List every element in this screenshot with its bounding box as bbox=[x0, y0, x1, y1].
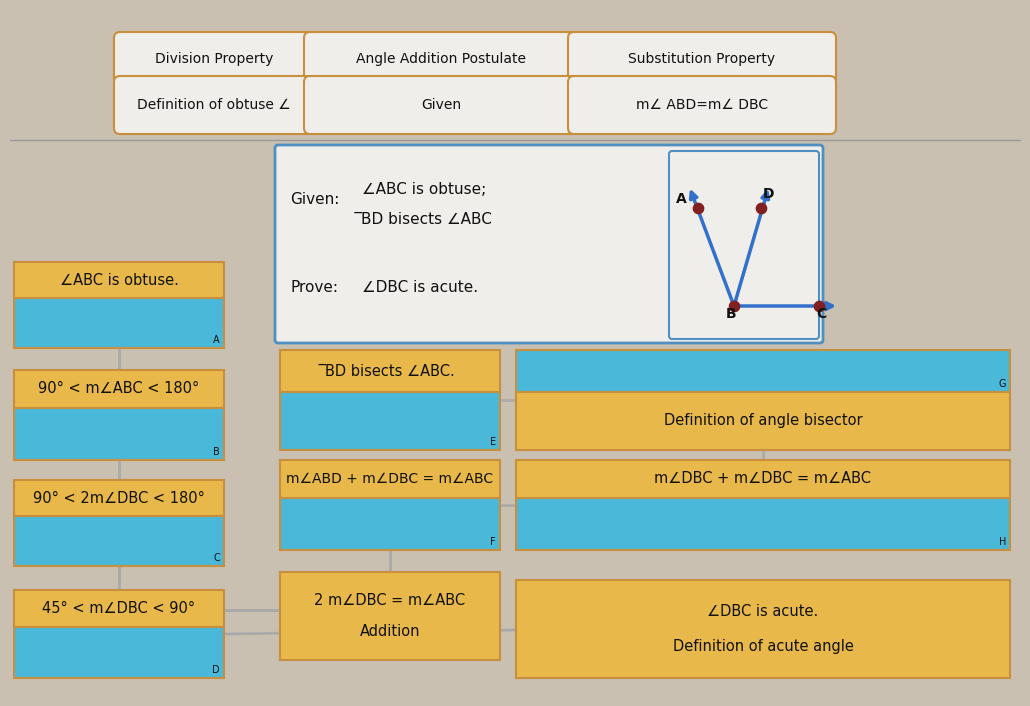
FancyBboxPatch shape bbox=[516, 498, 1010, 550]
Text: Angle Addition Postulate: Angle Addition Postulate bbox=[356, 52, 526, 66]
Text: Definition of obtuse ∠: Definition of obtuse ∠ bbox=[137, 98, 290, 112]
Text: Definition of acute angle: Definition of acute angle bbox=[673, 639, 854, 654]
Text: A: A bbox=[213, 335, 220, 345]
FancyBboxPatch shape bbox=[114, 76, 314, 134]
Text: Given:: Given: bbox=[290, 193, 339, 208]
FancyBboxPatch shape bbox=[304, 76, 578, 134]
Point bbox=[753, 203, 769, 214]
FancyBboxPatch shape bbox=[516, 350, 1010, 392]
FancyBboxPatch shape bbox=[516, 460, 1010, 498]
Text: 45° < m∠DBC < 90°: 45° < m∠DBC < 90° bbox=[42, 601, 196, 616]
FancyBboxPatch shape bbox=[516, 580, 1010, 678]
Point bbox=[690, 203, 707, 214]
Text: C: C bbox=[213, 553, 220, 563]
Text: Given: Given bbox=[421, 98, 461, 112]
FancyBboxPatch shape bbox=[14, 408, 224, 460]
Text: 90° < 2m∠DBC < 180°: 90° < 2m∠DBC < 180° bbox=[33, 491, 205, 505]
FancyBboxPatch shape bbox=[114, 32, 314, 86]
Text: ̅BD bisects ∠ABC: ̅BD bisects ∠ABC bbox=[362, 213, 493, 227]
Text: Prove:: Prove: bbox=[290, 280, 338, 296]
Point bbox=[726, 300, 743, 311]
FancyBboxPatch shape bbox=[280, 392, 500, 450]
FancyBboxPatch shape bbox=[280, 572, 500, 660]
FancyBboxPatch shape bbox=[516, 392, 1010, 450]
FancyBboxPatch shape bbox=[568, 32, 836, 86]
FancyBboxPatch shape bbox=[14, 516, 224, 566]
Text: ∠DBC is acute.: ∠DBC is acute. bbox=[362, 280, 478, 296]
Text: B: B bbox=[213, 447, 220, 457]
FancyBboxPatch shape bbox=[280, 498, 500, 550]
Text: ∠ABC is obtuse.: ∠ABC is obtuse. bbox=[60, 273, 178, 287]
Text: Definition of angle bisector: Definition of angle bisector bbox=[663, 414, 862, 429]
Text: G: G bbox=[998, 379, 1006, 389]
Text: D: D bbox=[212, 665, 220, 675]
FancyBboxPatch shape bbox=[14, 262, 224, 298]
Text: H: H bbox=[999, 537, 1006, 547]
FancyBboxPatch shape bbox=[14, 627, 224, 678]
Point bbox=[811, 300, 827, 311]
Text: A: A bbox=[676, 192, 687, 206]
Text: Substitution Property: Substitution Property bbox=[628, 52, 776, 66]
Text: Addition: Addition bbox=[359, 624, 420, 640]
FancyBboxPatch shape bbox=[14, 480, 224, 516]
FancyBboxPatch shape bbox=[14, 298, 224, 348]
Text: D: D bbox=[763, 187, 775, 201]
Text: ∠ABC is obtuse;: ∠ABC is obtuse; bbox=[362, 182, 486, 198]
Text: C: C bbox=[816, 307, 826, 321]
Text: E: E bbox=[490, 437, 496, 447]
FancyBboxPatch shape bbox=[14, 370, 224, 408]
FancyBboxPatch shape bbox=[280, 350, 500, 392]
Text: 90° < m∠ABC < 180°: 90° < m∠ABC < 180° bbox=[38, 381, 200, 396]
Text: B: B bbox=[726, 307, 736, 321]
FancyBboxPatch shape bbox=[304, 32, 578, 86]
FancyBboxPatch shape bbox=[275, 145, 823, 343]
FancyBboxPatch shape bbox=[280, 460, 500, 498]
Text: m∠ ABD=m∠ DBC: m∠ ABD=m∠ DBC bbox=[636, 98, 768, 112]
FancyBboxPatch shape bbox=[670, 151, 819, 339]
Text: ̅BD bisects ∠ABC.: ̅BD bisects ∠ABC. bbox=[325, 364, 455, 378]
FancyBboxPatch shape bbox=[568, 76, 836, 134]
Text: Division Property: Division Property bbox=[154, 52, 273, 66]
Text: F: F bbox=[490, 537, 496, 547]
FancyBboxPatch shape bbox=[14, 590, 224, 627]
Text: m∠ABD + m∠DBC = m∠ABC: m∠ABD + m∠DBC = m∠ABC bbox=[286, 472, 493, 486]
Text: ∠DBC is acute.: ∠DBC is acute. bbox=[708, 604, 819, 619]
Text: 2 m∠DBC = m∠ABC: 2 m∠DBC = m∠ABC bbox=[314, 592, 466, 608]
Text: m∠DBC + m∠DBC = m∠ABC: m∠DBC + m∠DBC = m∠ABC bbox=[654, 472, 871, 486]
